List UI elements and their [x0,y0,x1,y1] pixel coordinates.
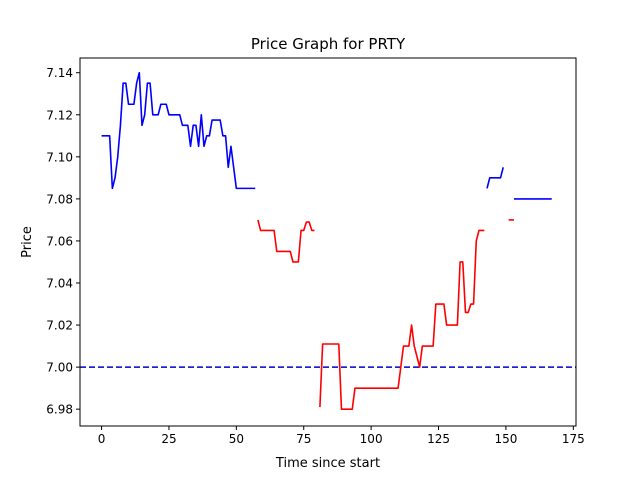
y-tick-label: 7.08 [46,192,73,206]
y-tick-label: 6.98 [46,403,73,417]
series-1-segment-1 [319,229,485,410]
plot-frame [79,57,577,427]
y-tick-label: 7.14 [46,66,73,80]
y-tick-label: 7.02 [46,319,73,333]
x-tick-label: 25 [161,432,176,446]
y-tick-label: 7.06 [46,234,73,248]
x-tick-label: 175 [562,432,585,446]
x-tick-label: 100 [360,432,383,446]
x-tick-label: 150 [494,432,517,446]
x-tick-label: 0 [98,432,106,446]
y-tick-label: 7.04 [46,277,73,291]
series-0-segment-0 [101,71,256,190]
series-1-segment-0 [257,219,315,263]
y-axis-label: Price [20,226,35,258]
y-tick-label: 7.12 [46,108,73,122]
chart-title: Price Graph for PRTY [251,35,406,53]
x-tick-label: 75 [296,432,311,446]
x-axis: 0 25 50 75 100 125 150 175 [98,426,585,446]
x-axis-label: Time since start [275,456,380,471]
x-tick-label: 50 [229,432,244,446]
series-0-segment-1 [486,167,504,189]
y-tick-label: 7.00 [46,361,73,375]
x-tick-label: 125 [427,432,450,446]
y-axis: 6.98 7.00 7.02 7.04 7.06 7.08 7.10 7.12 7.14 [46,66,80,417]
y-tick-label: 7.10 [46,150,73,164]
plot-content [80,71,576,410]
